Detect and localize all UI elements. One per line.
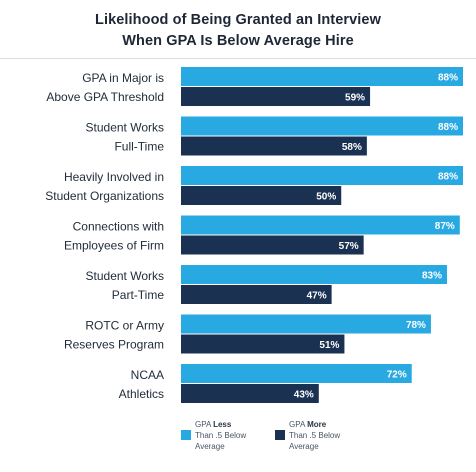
category-label: NCAA (131, 368, 164, 382)
legend-label: Than .5 Below (195, 431, 246, 440)
data-label: 51% (319, 340, 339, 351)
data-label: 59% (345, 93, 365, 104)
category-label: Heavily Involved in (64, 170, 164, 184)
category-label: Connections with (73, 220, 164, 234)
data-label: 72% (387, 370, 407, 381)
category-label: Part-Time (112, 288, 165, 302)
category-label: GPA in Major is (82, 71, 164, 85)
category-label: Full-Time (114, 140, 164, 154)
data-label: 47% (307, 291, 327, 302)
category-label: ROTC or Army (85, 319, 164, 333)
bar-gpa-less (181, 215, 460, 235)
category-label: Above GPA Threshold (46, 90, 164, 104)
category-label: Student Organizations (45, 189, 164, 203)
category-label: Student Works (86, 121, 164, 135)
data-label: 87% (435, 221, 455, 232)
chart-title: Likelihood of Being Granted an Interview… (0, 10, 476, 52)
category-label: Student Works (86, 269, 164, 283)
bar-gpa-less (181, 67, 463, 86)
data-label: 88% (438, 122, 458, 133)
legend-label: Than .5 Below (289, 431, 340, 440)
data-label: 78% (406, 320, 426, 331)
chart-title-line-2: When GPA Is Below Average Hire (122, 33, 354, 49)
legend-label: Average (195, 442, 225, 451)
bar-gpa-less (181, 116, 463, 136)
data-label: 43% (294, 390, 314, 401)
data-label: 83% (422, 271, 442, 282)
title-divider (0, 58, 476, 59)
category-label: Employees of Firm (64, 239, 164, 253)
bar-gpa-more (181, 186, 342, 205)
bar-gpa-more (181, 235, 364, 255)
legend-label: GPA More (289, 420, 327, 429)
chart-title-line-1: Likelihood of Being Granted an Interview (95, 12, 381, 28)
data-label: 88% (438, 73, 458, 84)
bar-gpa-less (181, 166, 463, 185)
data-label: 50% (316, 192, 336, 203)
bar-gpa-less (181, 364, 412, 383)
bar-gpa-more (181, 136, 367, 156)
bar-gpa-more (181, 285, 332, 304)
category-label: Athletics (119, 387, 164, 401)
legend-label: Average (289, 442, 319, 451)
category-label: Reserves Program (64, 338, 164, 352)
bar-gpa-more (181, 334, 345, 354)
legend-swatch-gpa-more (275, 430, 285, 440)
bar-gpa-less (181, 265, 447, 284)
bar-gpa-more (181, 87, 371, 106)
legend-swatch-gpa-less (181, 430, 191, 440)
data-label: 88% (438, 172, 458, 183)
bar-gpa-more (181, 384, 319, 403)
data-label: 58% (342, 142, 362, 153)
bar-gpa-less (181, 314, 431, 334)
legend-label: GPA Less (195, 420, 232, 429)
data-label: 57% (339, 241, 359, 252)
